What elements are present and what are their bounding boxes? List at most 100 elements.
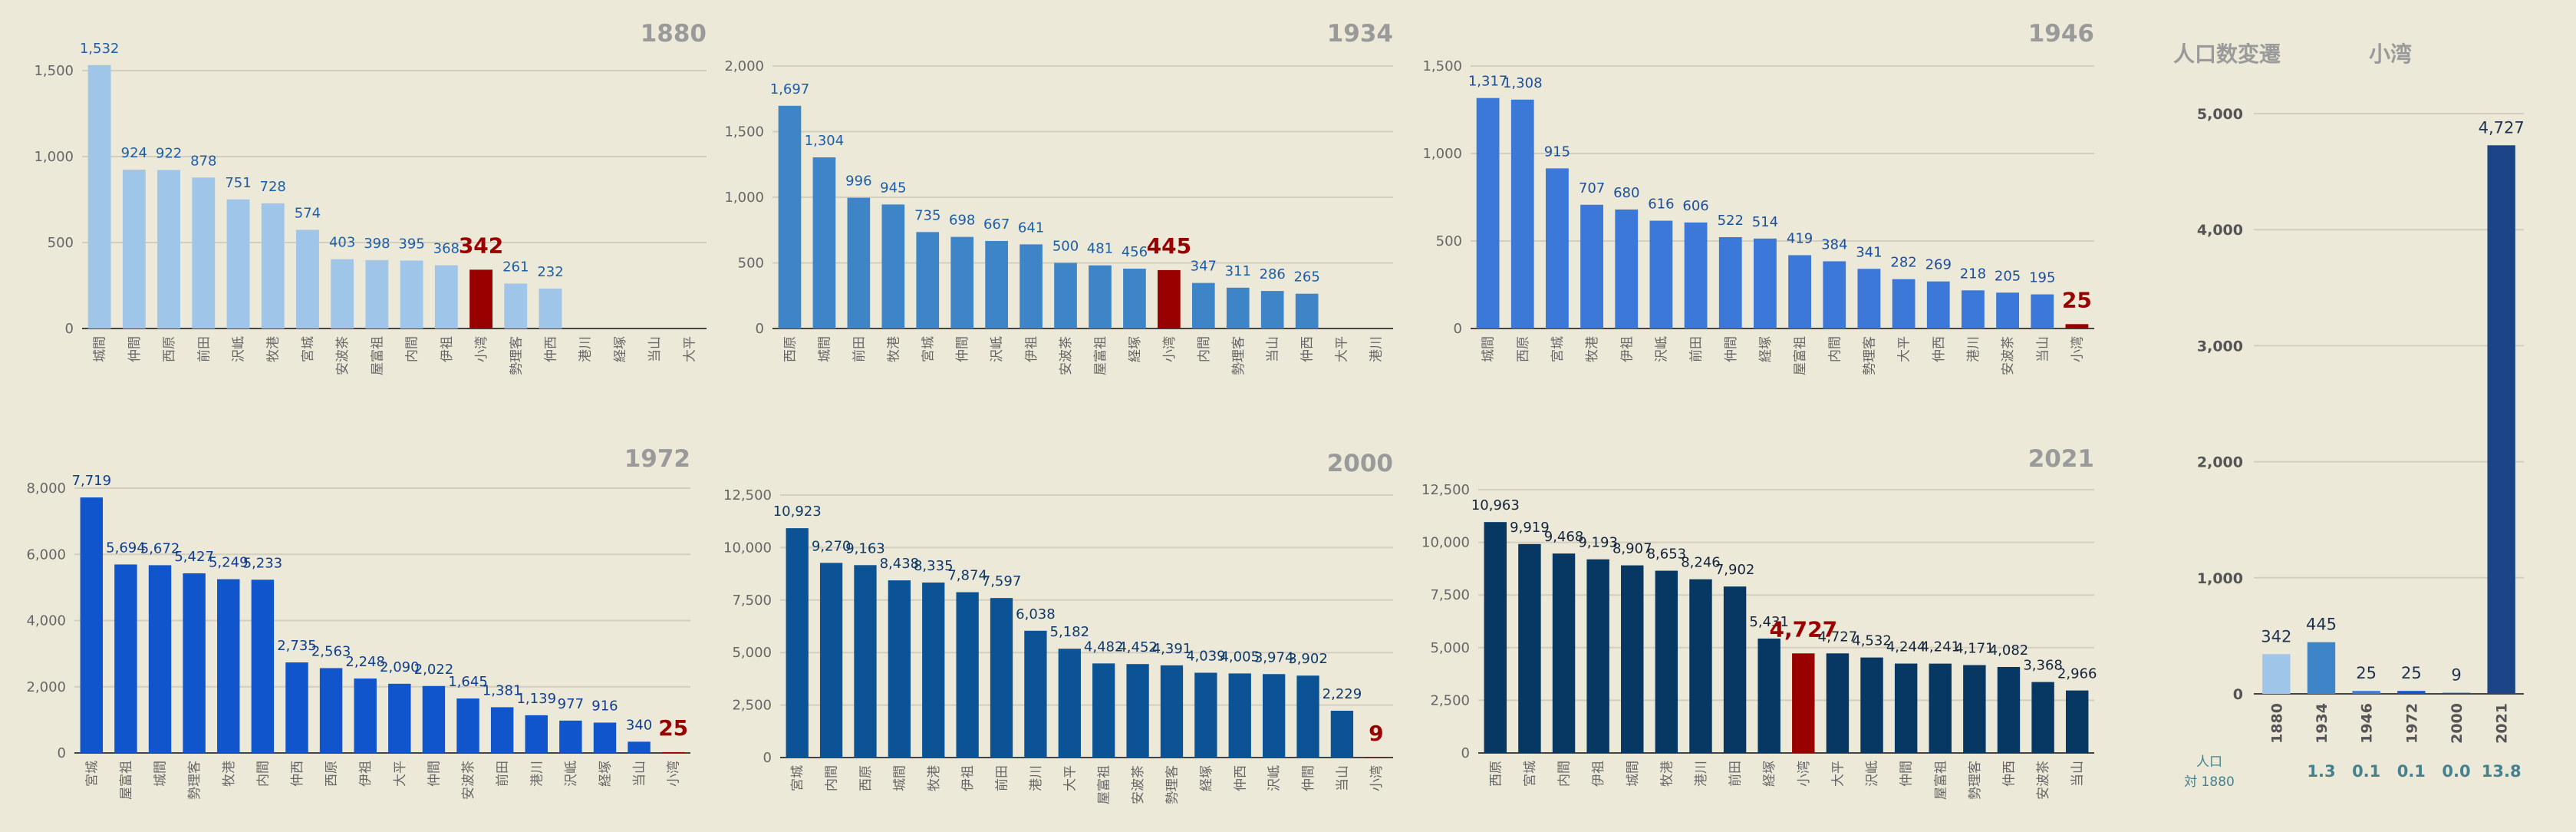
- bar: [847, 197, 871, 329]
- bar: [1718, 236, 1742, 329]
- y-tick-label: 1,000: [2197, 570, 2243, 587]
- x-tick-label: 仲間: [955, 336, 970, 362]
- value-label: 1,645: [448, 674, 488, 690]
- bar: [990, 598, 1013, 758]
- value-label: 10,963: [1471, 497, 1520, 513]
- bar: [812, 157, 836, 329]
- value-label: 1,697: [770, 81, 810, 97]
- value-label: 680: [1613, 185, 1639, 201]
- bar: [1757, 638, 1780, 753]
- x-tick-label: 沢岻: [1267, 765, 1283, 791]
- x-tick-label: 前田: [1728, 761, 1744, 787]
- y-tick-label: 12,500: [1421, 482, 1470, 498]
- bar: [1484, 522, 1507, 753]
- y-tick-label: 2,000: [26, 679, 66, 695]
- bar: [916, 232, 940, 329]
- value-label: 522: [1718, 213, 1744, 229]
- value-label: 205: [1995, 268, 2021, 284]
- bar: [1996, 292, 2019, 329]
- bar-highlight: [469, 269, 492, 329]
- x-tick-label: 仲西: [290, 761, 305, 787]
- bar: [2397, 691, 2426, 694]
- x-tick-label: 大平: [1830, 761, 1846, 787]
- value-label: 996: [845, 173, 871, 190]
- x-tick-label: 1946: [2359, 703, 2376, 744]
- x-tick-label: 西原: [858, 765, 874, 791]
- bar: [490, 707, 514, 753]
- bar: [319, 668, 343, 753]
- x-tick-label: 宮城: [921, 336, 936, 362]
- x-tick-label: 1934: [2314, 703, 2331, 744]
- value-label: 924: [121, 145, 147, 161]
- value-label: 3,368: [2023, 658, 2063, 674]
- value-label: 9,919: [1510, 520, 1550, 536]
- bar: [1963, 665, 1986, 753]
- bar: [1330, 711, 1354, 758]
- y-tick-label: 1,000: [724, 190, 764, 206]
- x-tick-label: 勢理客: [509, 336, 524, 375]
- value-label: 922: [156, 145, 182, 161]
- x-tick-label: 牧港: [1585, 336, 1600, 362]
- value-label: 4,532: [1852, 633, 1892, 649]
- x-tick-label: 勢理客: [1862, 336, 1877, 375]
- bar: [1580, 204, 1603, 329]
- bar: [183, 573, 206, 753]
- value-label: 977: [558, 696, 584, 712]
- x-tick-label: 大平: [1897, 336, 1912, 362]
- y-tick-label: 4,000: [2197, 222, 2243, 239]
- x-tick-label: 大平: [393, 761, 408, 787]
- bar: [1123, 269, 1146, 329]
- bar: [285, 662, 308, 753]
- x-tick-label: 屋富祖: [1093, 336, 1108, 375]
- x-tick-label: 小湾: [1797, 761, 1812, 787]
- bar: [1823, 261, 1846, 329]
- ranking-chart-1946: 0 500 1,000 1,500 1,317 城間 1,308 西原 915 宮城 707 牧港 68…: [1422, 20, 2094, 375]
- value-label: 514: [1752, 214, 1778, 230]
- bar: [1788, 255, 1811, 329]
- value-label: 4,727: [1818, 629, 1858, 645]
- bar: [1546, 168, 1569, 329]
- x-tick-label: 勢理客: [187, 761, 203, 800]
- x-tick-label: 2000: [2449, 703, 2466, 744]
- value-label: 445: [2306, 616, 2337, 634]
- x-tick-label: 内間: [405, 336, 420, 362]
- x-tick-label: 宮城: [84, 761, 100, 787]
- y-tick-label: 500: [1436, 233, 1462, 249]
- bar: [1295, 293, 1319, 329]
- ratio-value: 13.8: [2482, 762, 2522, 781]
- ratio-row-label: 人口: [2196, 754, 2222, 770]
- value-label: 342: [2261, 627, 2291, 645]
- x-tick-label: 牧港: [222, 761, 237, 787]
- x-tick-label: 伊祖: [440, 336, 455, 362]
- value-label: 2,735: [277, 638, 317, 654]
- value-label: 878: [190, 153, 216, 169]
- x-tick-label: 城間: [817, 336, 832, 362]
- bar: [559, 720, 582, 753]
- bar: [1092, 663, 1115, 758]
- value-label: 9,270: [812, 538, 852, 554]
- ratio-value: 0.1: [2352, 762, 2380, 781]
- value-label: 698: [949, 213, 975, 229]
- bar: [148, 565, 172, 753]
- x-tick-label: 小湾: [2070, 336, 2085, 362]
- bar: [1510, 99, 1534, 329]
- value-label-highlight: 25: [658, 715, 688, 741]
- bar: [456, 698, 479, 753]
- value-label: 751: [225, 175, 251, 191]
- value-label: 456: [1122, 244, 1148, 260]
- bar: [261, 203, 285, 329]
- bar: [1260, 291, 1284, 329]
- x-tick-label: 宮城: [301, 336, 316, 362]
- value-label: 728: [260, 179, 286, 195]
- bar: [539, 289, 562, 329]
- bar: [251, 579, 275, 753]
- bar: [1649, 220, 1673, 329]
- bar: [1518, 543, 1541, 753]
- value-label: 218: [1960, 266, 1986, 282]
- x-tick-label: 仲間: [1899, 761, 1915, 787]
- y-tick-label: 8,000: [26, 480, 66, 497]
- x-tick-label: 伊祖: [358, 761, 374, 787]
- bar: [365, 259, 389, 329]
